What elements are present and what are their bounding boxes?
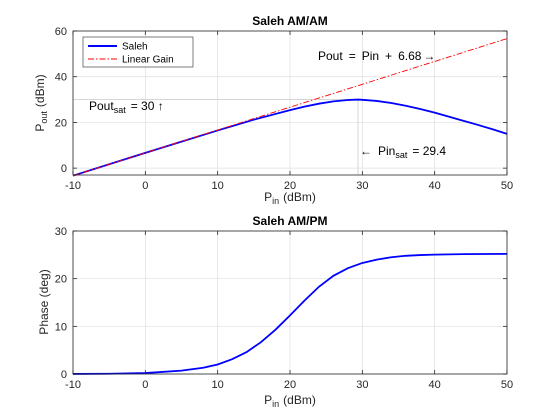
- am-pm-xlabel: Pin (dBm): [264, 393, 316, 409]
- am-pm-xlabel-main: P: [264, 393, 272, 407]
- am-am-xlabel-unit: (dBm): [283, 190, 316, 204]
- am-pm-ytick-label: 30: [55, 226, 67, 238]
- am-pm-xtick-label: 0: [142, 379, 148, 391]
- legend-entry-linear-gain: Linear Gain: [122, 55, 174, 66]
- am-pm-ytick-label: 10: [55, 321, 67, 333]
- am-pm-xlabel-unit: (dBm): [283, 393, 316, 407]
- ann-pinsat-rest: = 29.4: [412, 144, 446, 158]
- am-am-ylabel: Pout (dBm): [33, 74, 49, 131]
- am-am-ylabel-unit: (dBm): [33, 74, 47, 107]
- am-pm-xtick-label: -10: [65, 379, 81, 391]
- am-pm-xtick-label: 50: [501, 379, 513, 391]
- am-pm-xtick-label: 30: [356, 379, 368, 391]
- ann-gain-value: 6.68: [398, 49, 422, 63]
- ann-pinsat-main: Pin: [378, 144, 395, 158]
- ann-poutsat-rest: = 30 ↑: [131, 99, 164, 113]
- am-am-ytick-label: 20: [55, 117, 67, 129]
- am-am-ylabel-main: P: [33, 124, 47, 132]
- ann-arrow-right: →: [423, 49, 435, 63]
- am-am-ylabel-sub: out: [39, 111, 49, 124]
- am-am-xtick-label: 30: [356, 180, 368, 192]
- am-am-xtick-label: 10: [212, 180, 224, 192]
- ann-plus: +: [385, 49, 392, 63]
- am-pm-xtick-label: 40: [429, 379, 441, 391]
- am-am-xtick-label: 20: [284, 180, 296, 192]
- am-pm-ytick-label: 0: [61, 369, 67, 381]
- am-am-xtick-label: 40: [429, 180, 441, 192]
- am-am-title: Saleh AM/AM: [252, 14, 328, 28]
- annotation-pout-equation: Pout = Pin +6.68 →: [318, 49, 435, 63]
- am-am-xtick-label: 50: [501, 180, 513, 192]
- ann-pout-word: Pout: [318, 49, 343, 63]
- annotation-poutsat: Poutsat = 30 ↑: [89, 99, 164, 115]
- am-am-ytick-label: 40: [55, 72, 67, 84]
- am-am-ytick-label: 0: [61, 163, 67, 175]
- am-am-xtick-label: 0: [142, 180, 148, 192]
- am-pm-ytick-label: 20: [55, 274, 67, 286]
- am-pm-ylabel: Phase (deg): [37, 269, 51, 334]
- am-pm-xtick-label: 20: [284, 379, 296, 391]
- ann-pinsat-sub: sat: [395, 150, 408, 160]
- am-pm-title: Saleh AM/PM: [253, 214, 328, 228]
- am-am-legend: Saleh Linear Gain: [82, 36, 194, 68]
- am-pm-xlabel-sub: in: [272, 399, 279, 409]
- am-am-ytick-label: 60: [55, 26, 67, 38]
- am-am-ticks: -10 0 10 20 30 40 50 0 20 40 60: [55, 26, 513, 192]
- am-am-xlabel-main: P: [264, 190, 272, 204]
- legend-box: [82, 36, 194, 68]
- ann-pout-equals: =: [349, 49, 356, 63]
- ann-poutsat-sub: sat: [114, 105, 127, 115]
- am-am-xtick-label: -10: [65, 180, 81, 192]
- am-am-series-linear-gain: [72, 38, 508, 177]
- am-pm-series: [72, 252, 508, 375]
- am-pm-series-saleh: [72, 252, 508, 375]
- ann-pinsat-arrow: ←: [360, 144, 372, 158]
- ann-pin-word: Pin: [362, 49, 379, 63]
- am-am-xlabel-sub: in: [272, 196, 279, 206]
- am-pm-xtick-label: 10: [212, 379, 224, 391]
- am-am-xlabel: Pin (dBm): [264, 190, 316, 206]
- annotation-pinsat: ← Pinsat = 29.4: [360, 144, 446, 160]
- ann-poutsat-main: Pout: [89, 99, 114, 113]
- am-am-series: [72, 38, 508, 177]
- am-am-axes: -10 0 10 20 30 40 50 0 20 40 60 Saleh AM/AM Pin (dB…: [33, 14, 513, 206]
- legend-entry-saleh: Saleh: [122, 42, 148, 53]
- am-am-reference-lines: [73, 99, 359, 175]
